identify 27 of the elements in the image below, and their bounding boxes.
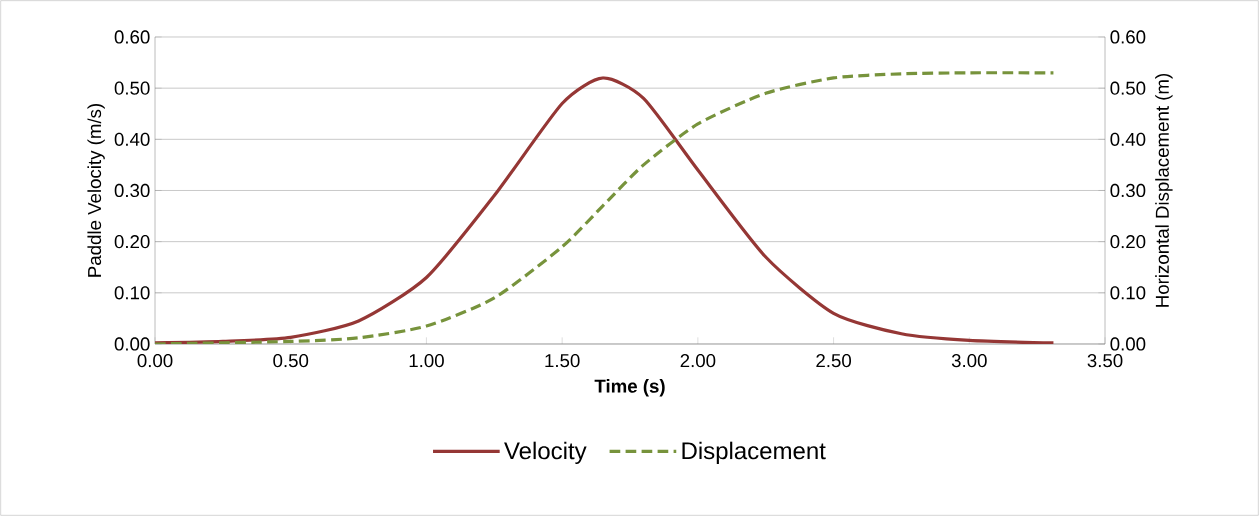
y2-tick-label: 0.60 (1110, 30, 1146, 44)
x-tick-label: 2.50 (816, 354, 852, 368)
y2-tick-label: 0.50 (1110, 81, 1146, 95)
y-tick-label: 0.10 (114, 286, 150, 300)
legend-label: Displacement (682, 441, 826, 465)
legend-label: Velocity (504, 441, 587, 465)
x-tick-label: 0.50 (273, 354, 309, 368)
x-axis-title: Time (s) (594, 379, 665, 397)
y2-tick-label: 0.20 (1110, 235, 1146, 249)
y-tick-label: 0.20 (114, 235, 150, 249)
x-tick-label: 2.00 (680, 354, 716, 368)
y2-tick-label: 0.00 (1110, 337, 1146, 351)
y-axis-title: Paddle Velocity (m/s) (87, 104, 105, 277)
y-tick-label: 0.40 (114, 132, 150, 146)
y2-axis-title: Horizontal Displacement (m) (1155, 73, 1173, 307)
y2-tick-label: 0.30 (1110, 183, 1146, 198)
y-tick-label: 0.30 (114, 183, 150, 198)
y2-tick-label: 0.40 (1110, 132, 1146, 146)
x-tick-label: 1.00 (409, 354, 444, 368)
x-tick-label: 0.00 (137, 354, 173, 368)
y-tick-label: 0.60 (114, 30, 150, 44)
x-tick-label: 3.00 (951, 354, 987, 368)
y-tick-label: 0.00 (114, 337, 150, 351)
y2-tick-label: 0.10 (1110, 286, 1146, 300)
x-tick-label: 3.50 (1087, 354, 1123, 368)
x-tick-label: 1.50 (545, 354, 580, 368)
y-tick-label: 0.50 (114, 81, 150, 95)
